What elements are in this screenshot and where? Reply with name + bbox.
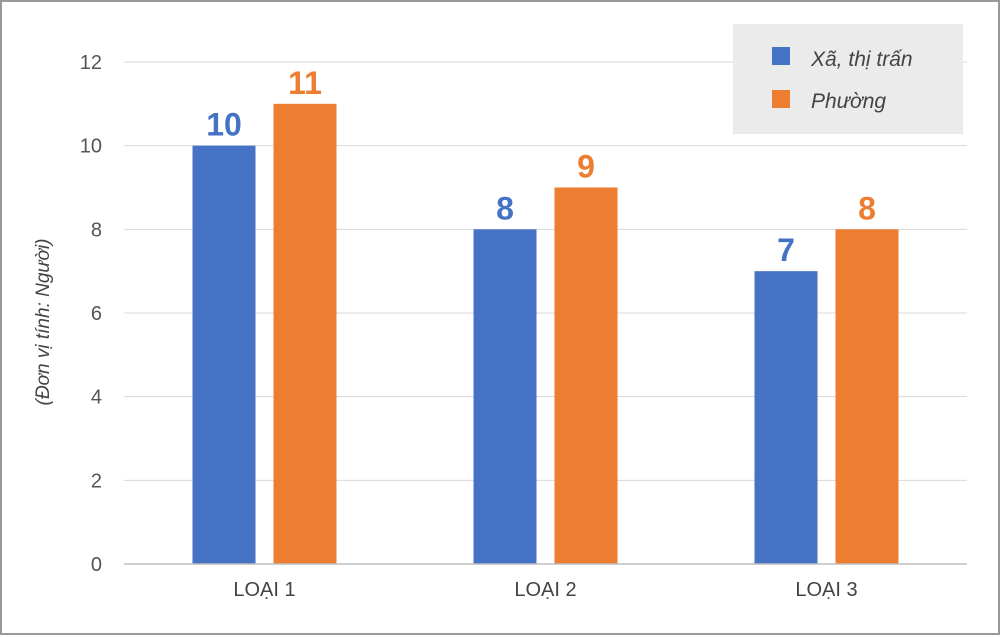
- data-label: 7: [777, 232, 795, 268]
- y-tick-label: 12: [80, 52, 102, 74]
- data-label: 11: [288, 65, 322, 101]
- x-category-label: LOẠI 1: [233, 579, 295, 601]
- bar: [192, 145, 256, 564]
- gridlines: [124, 61, 967, 481]
- bar: [835, 229, 899, 565]
- y-axis-ticks: 0 2 4 6 8 10 12: [80, 52, 102, 576]
- y-tick-label: 10: [80, 136, 102, 158]
- legend-label-xa-thi-tran: Xã, thị trấn: [810, 48, 913, 71]
- y-tick-label: 8: [91, 219, 102, 241]
- y-tick-label: 2: [91, 470, 102, 492]
- legend: Xã, thị trấn Phường: [733, 24, 963, 134]
- legend-swatch-phuong: [772, 90, 790, 108]
- bar: [473, 229, 537, 565]
- y-tick-label: 6: [91, 303, 102, 325]
- y-axis-label: (Đơn vị tính: Người): [33, 239, 54, 406]
- legend-swatch-xa-thi-tran: [772, 47, 790, 65]
- x-category-label: LOẠI 3: [795, 579, 857, 601]
- data-label: 9: [577, 149, 595, 185]
- bars: [192, 103, 899, 565]
- y-tick-label: 4: [91, 387, 102, 409]
- bar: [273, 103, 337, 564]
- bar: [754, 271, 818, 564]
- bar: [554, 187, 618, 564]
- legend-background: [733, 24, 963, 134]
- x-category-label: LOẠI 2: [514, 579, 576, 601]
- data-label: 8: [496, 190, 514, 226]
- data-label: 10: [206, 107, 242, 143]
- data-label: 8: [858, 190, 876, 226]
- x-axis-categories: LOẠI 1 LOẠI 2 LOẠI 3: [233, 579, 857, 601]
- data-labels: 10 11 8 9 7 8: [206, 65, 876, 268]
- legend-label-phuong: Phường: [811, 90, 886, 113]
- y-tick-label: 0: [91, 554, 102, 576]
